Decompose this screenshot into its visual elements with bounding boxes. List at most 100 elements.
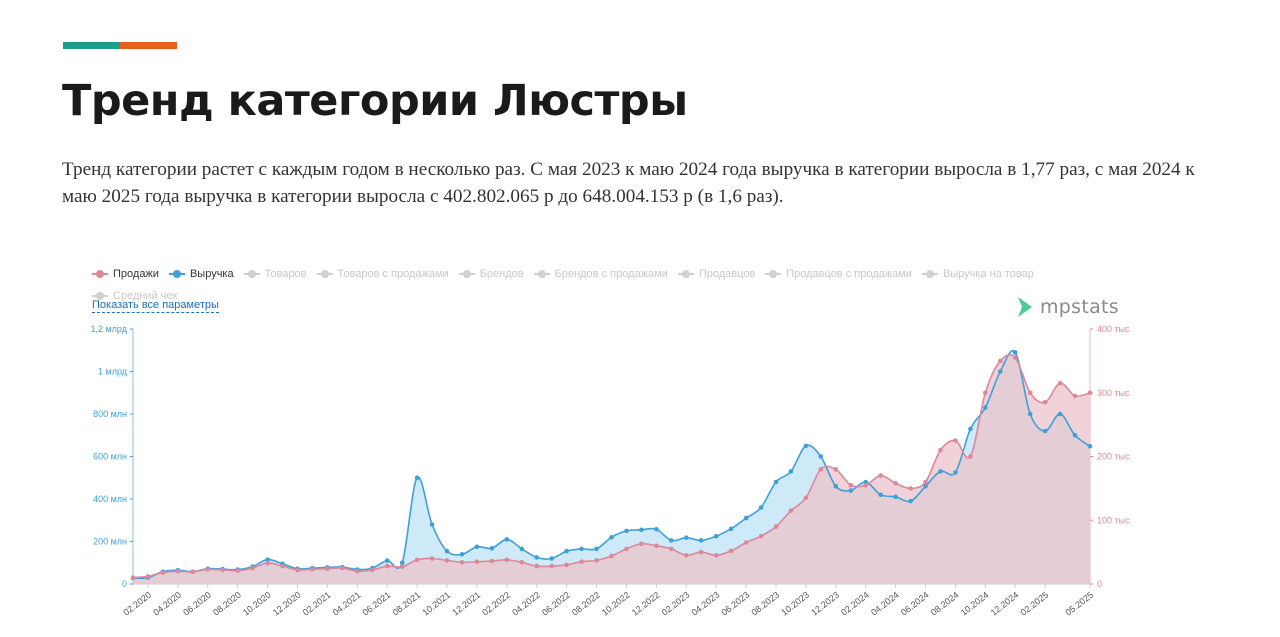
- data-point: [863, 479, 868, 485]
- x-tick-label: 04.2022: [510, 590, 542, 618]
- legend-item[interactable]: Продажи: [92, 266, 159, 282]
- data-point: [384, 558, 390, 563]
- data-point: [489, 546, 495, 551]
- data-point: [609, 553, 614, 559]
- legend-item[interactable]: Товаров с продажами: [316, 266, 449, 282]
- mpstats-logo-icon: [1018, 297, 1032, 317]
- data-point: [758, 505, 764, 510]
- legend-item[interactable]: Товаров: [243, 266, 307, 282]
- data-point: [878, 473, 883, 478]
- data-point: [833, 467, 839, 472]
- x-tick-label: 06.2024: [899, 590, 931, 618]
- data-point: [624, 546, 629, 552]
- data-point: [998, 369, 1003, 374]
- mpstats-logo: mpstats: [1016, 296, 1119, 318]
- legend-item[interactable]: Брендов с продажами: [533, 266, 668, 282]
- data-point: [399, 564, 405, 570]
- legend-marker-icon: [243, 269, 260, 279]
- data-point: [698, 549, 704, 555]
- legend-item[interactable]: Продавцов с продажами: [765, 266, 912, 282]
- data-point: [923, 484, 928, 489]
- y-right-tick-label: 0: [1097, 579, 1102, 589]
- y-left-tick-label: 0: [122, 579, 127, 589]
- data-point: [684, 553, 689, 558]
- data-point: [788, 508, 794, 513]
- data-point: [713, 553, 719, 558]
- x-tick-label: 12.2024: [989, 590, 1021, 618]
- data-point: [669, 538, 674, 543]
- legend-item[interactable]: Выручка на товар: [921, 266, 1034, 282]
- data-point: [938, 447, 943, 453]
- data-point: [265, 557, 270, 562]
- legend-marker-icon: [92, 291, 108, 301]
- x-tick-label: 04.2021: [331, 590, 363, 618]
- data-point: [265, 560, 270, 566]
- legend-label: Продажи: [113, 268, 159, 280]
- data-point: [1042, 400, 1048, 405]
- data-point: [370, 567, 375, 573]
- y-right-tick-label: 200 тыс: [1097, 452, 1130, 462]
- data-point: [833, 484, 839, 489]
- legend-marker-icon: [168, 269, 185, 279]
- y-left-tick-label: 1,2 млрд: [90, 324, 127, 334]
- data-point: [444, 558, 450, 563]
- data-point: [893, 494, 898, 500]
- data-point: [743, 540, 749, 545]
- data-point: [414, 557, 420, 563]
- legend-label: Брендов с продажами: [554, 268, 668, 280]
- data-point: [713, 533, 719, 539]
- data-point: [639, 541, 644, 547]
- legend-item[interactable]: Выручка: [168, 266, 234, 282]
- legend-label: Продавцов: [698, 268, 756, 280]
- data-point: [295, 567, 300, 573]
- x-tick-label: 08.2022: [570, 590, 602, 618]
- x-tick-label: 08.2021: [391, 590, 423, 618]
- x-tick-label: 06.2020: [181, 590, 213, 618]
- data-point: [1042, 428, 1048, 434]
- data-point: [474, 544, 480, 550]
- x-tick-label: 02.2021: [301, 590, 333, 618]
- legend-marker-icon: [316, 269, 333, 279]
- data-point: [1072, 433, 1078, 438]
- data-point: [175, 569, 181, 574]
- data-point: [325, 566, 330, 571]
- data-point: [1087, 444, 1093, 449]
- legend-marker-icon: [921, 269, 938, 279]
- data-point: [579, 546, 584, 552]
- data-point: [1057, 380, 1063, 386]
- data-point: [459, 552, 465, 557]
- data-point: [549, 563, 554, 569]
- y-left-tick-label: 600 млн: [93, 452, 127, 462]
- data-point: [998, 358, 1003, 364]
- x-tick-label: 02.2022: [480, 590, 512, 618]
- legend-item[interactable]: Продавцов: [677, 266, 756, 282]
- page-title: Тренд категории Люстры: [62, 76, 688, 126]
- data-point: [728, 526, 734, 532]
- legend-label: Средний чек: [113, 290, 178, 302]
- data-point: [504, 537, 510, 542]
- data-point: [773, 524, 779, 529]
- data-point: [160, 570, 166, 575]
- data-point: [340, 565, 345, 571]
- data-point: [893, 481, 898, 486]
- y-right-tick-label: 300 тыс: [1097, 388, 1130, 398]
- accent-bar-orange: [120, 42, 177, 49]
- logo-text: mpstats: [1040, 296, 1120, 318]
- legend-label: Выручка на товар: [942, 268, 1034, 280]
- x-tick-label: 08.2020: [211, 590, 243, 618]
- x-tick-label: 08.2024: [929, 590, 961, 618]
- data-point: [549, 556, 554, 561]
- legend-label: Выручка: [189, 268, 234, 280]
- show-all-params-link[interactable]: Показать все параметры: [92, 299, 219, 313]
- x-tick-label: 02.2024: [839, 590, 871, 618]
- x-tick-label: 10.2022: [600, 590, 632, 618]
- data-point: [609, 535, 614, 540]
- x-tick-label: 02.2023: [660, 590, 692, 618]
- legend-label: Товаров с продажами: [337, 268, 449, 280]
- data-point: [878, 492, 883, 498]
- data-point: [399, 560, 405, 566]
- legend-item[interactable]: Средний чек: [92, 288, 177, 304]
- data-point: [848, 488, 854, 493]
- legend-item[interactable]: Брендов: [458, 266, 524, 282]
